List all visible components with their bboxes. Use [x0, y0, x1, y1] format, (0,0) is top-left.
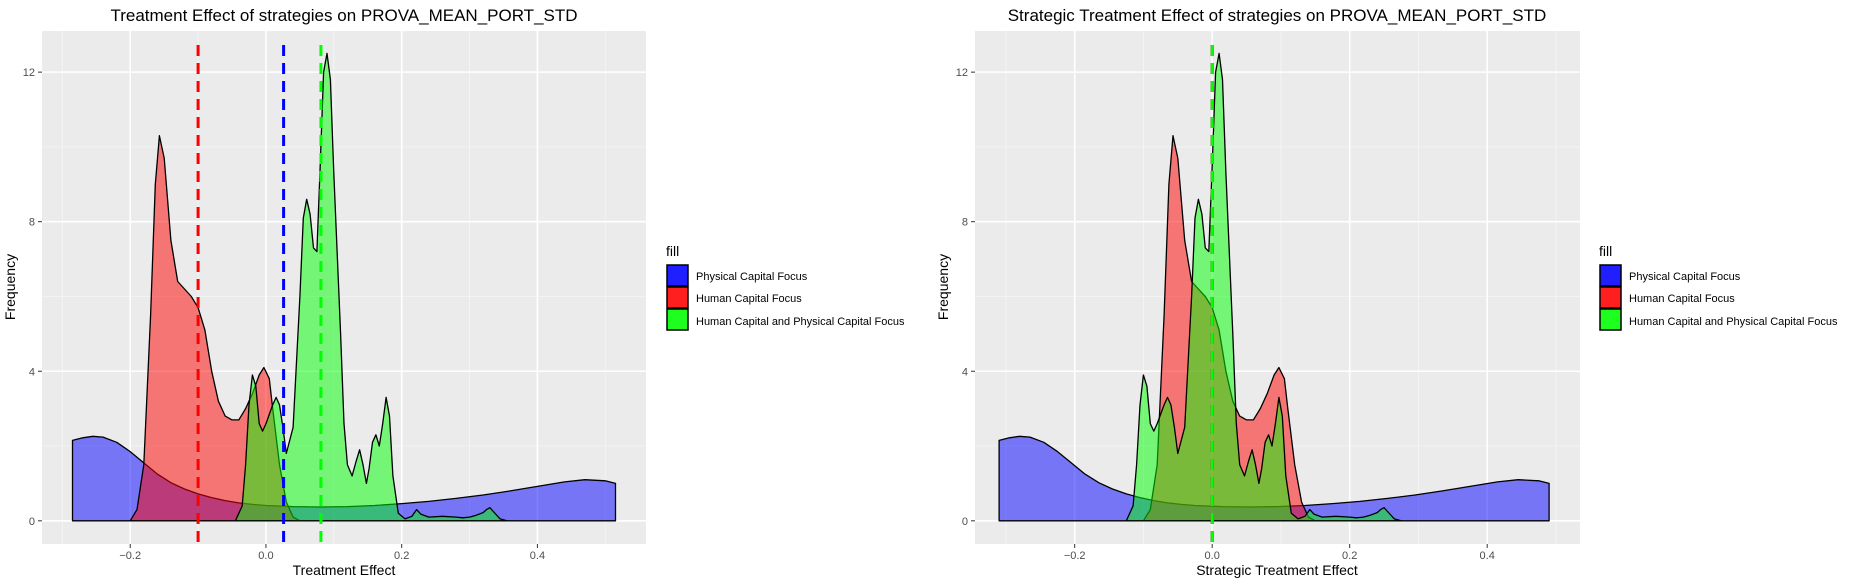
y-axis-ticks: 0 4 8 12 [956, 67, 975, 528]
legend-key-human-capital [1599, 286, 1622, 309]
density-area-human-capital-and-physical-capital-focus [1125, 52, 1402, 522]
y-tick-label: 12 [956, 67, 968, 79]
legend-title: fill [1599, 243, 1612, 259]
legend-label-physical-capital: Physical Capital Focus [696, 271, 808, 283]
chart-panel-treatment-effect: −0.2 0.0 0.2 0.4 0 4 8 12 Treatment Effect of … [2, 6, 905, 578]
y-axis-title: Frequency [2, 254, 18, 320]
density-areas [998, 52, 1550, 522]
legend-label-physical-capital: Physical Capital Focus [1629, 271, 1741, 283]
legend-key-human-and-physical-capital [666, 308, 689, 331]
y-axis-title: Frequency [935, 254, 951, 320]
y-tick-label: 0 [962, 516, 968, 528]
legend-item-physical-capital: Physical Capital Focus [1599, 264, 1741, 287]
y-tick-label: 4 [962, 366, 968, 378]
x-axis-ticks: −0.2 0.0 0.2 0.4 [1064, 544, 1495, 562]
legend-key-human-capital [666, 286, 689, 309]
legend-item-human-capital: Human Capital Focus [666, 286, 802, 309]
legend-key-human-and-physical-capital [1599, 308, 1622, 331]
y-tick-label: 8 [962, 217, 968, 229]
y-tick-label: 8 [29, 217, 35, 229]
x-tick-label: −0.2 [119, 550, 141, 562]
y-tick-label: 4 [29, 366, 35, 378]
legend-item-human-capital: Human Capital Focus [1599, 286, 1735, 309]
mean-lines [196, 45, 323, 544]
x-tick-label: −0.2 [1064, 550, 1086, 562]
legend-label-human-capital: Human Capital Focus [1629, 293, 1735, 305]
legend-item-human-and-physical-capital: Human Capital and Physical Capital Focus [666, 308, 905, 331]
legend-item-physical-capital: Physical Capital Focus [666, 264, 808, 287]
y-axis-ticks: 0 4 8 12 [23, 67, 42, 528]
chart-title: Treatment Effect of strategies on PROVA_… [110, 6, 577, 25]
x-axis-title: Strategic Treatment Effect [1196, 562, 1358, 578]
y-tick-label: 0 [29, 516, 35, 528]
x-tick-label: 0.2 [1342, 550, 1357, 562]
x-tick-label: 0.0 [258, 550, 273, 562]
legend: fill Physical Capital Focus Human Capita… [1599, 243, 1838, 331]
legend-label-human-and-physical-capital: Human Capital and Physical Capital Focus [1629, 316, 1838, 328]
y-tick-label: 12 [23, 67, 35, 79]
legend: fill Physical Capital Focus Human Capita… [666, 243, 905, 331]
legend-key-physical-capital [666, 264, 689, 287]
legend-item-human-and-physical-capital: Human Capital and Physical Capital Focus [1599, 308, 1838, 331]
chart-panel-strategic-treatment-effect: −0.2 0.0 0.2 0.4 0 4 8 12 Strategic Treatment … [935, 6, 1838, 578]
gridlines [975, 31, 1580, 544]
legend-key-physical-capital [1599, 264, 1622, 287]
x-tick-label: 0.2 [394, 550, 409, 562]
x-tick-label: 0.0 [1205, 550, 1220, 562]
x-tick-label: 0.4 [1480, 550, 1495, 562]
legend-label-human-capital: Human Capital Focus [696, 293, 802, 305]
x-axis-ticks: −0.2 0.0 0.2 0.4 [119, 544, 545, 562]
legend-title: fill [666, 243, 679, 259]
chart-title: Strategic Treatment Effect of strategies… [1008, 6, 1547, 25]
x-axis-title: Treatment Effect [293, 562, 396, 578]
density-area-human-capital-and-physical-capital-focus [234, 52, 508, 522]
legend-label-human-and-physical-capital: Human Capital and Physical Capital Focus [696, 316, 905, 328]
density-areas [71, 52, 617, 522]
x-tick-label: 0.4 [530, 550, 545, 562]
